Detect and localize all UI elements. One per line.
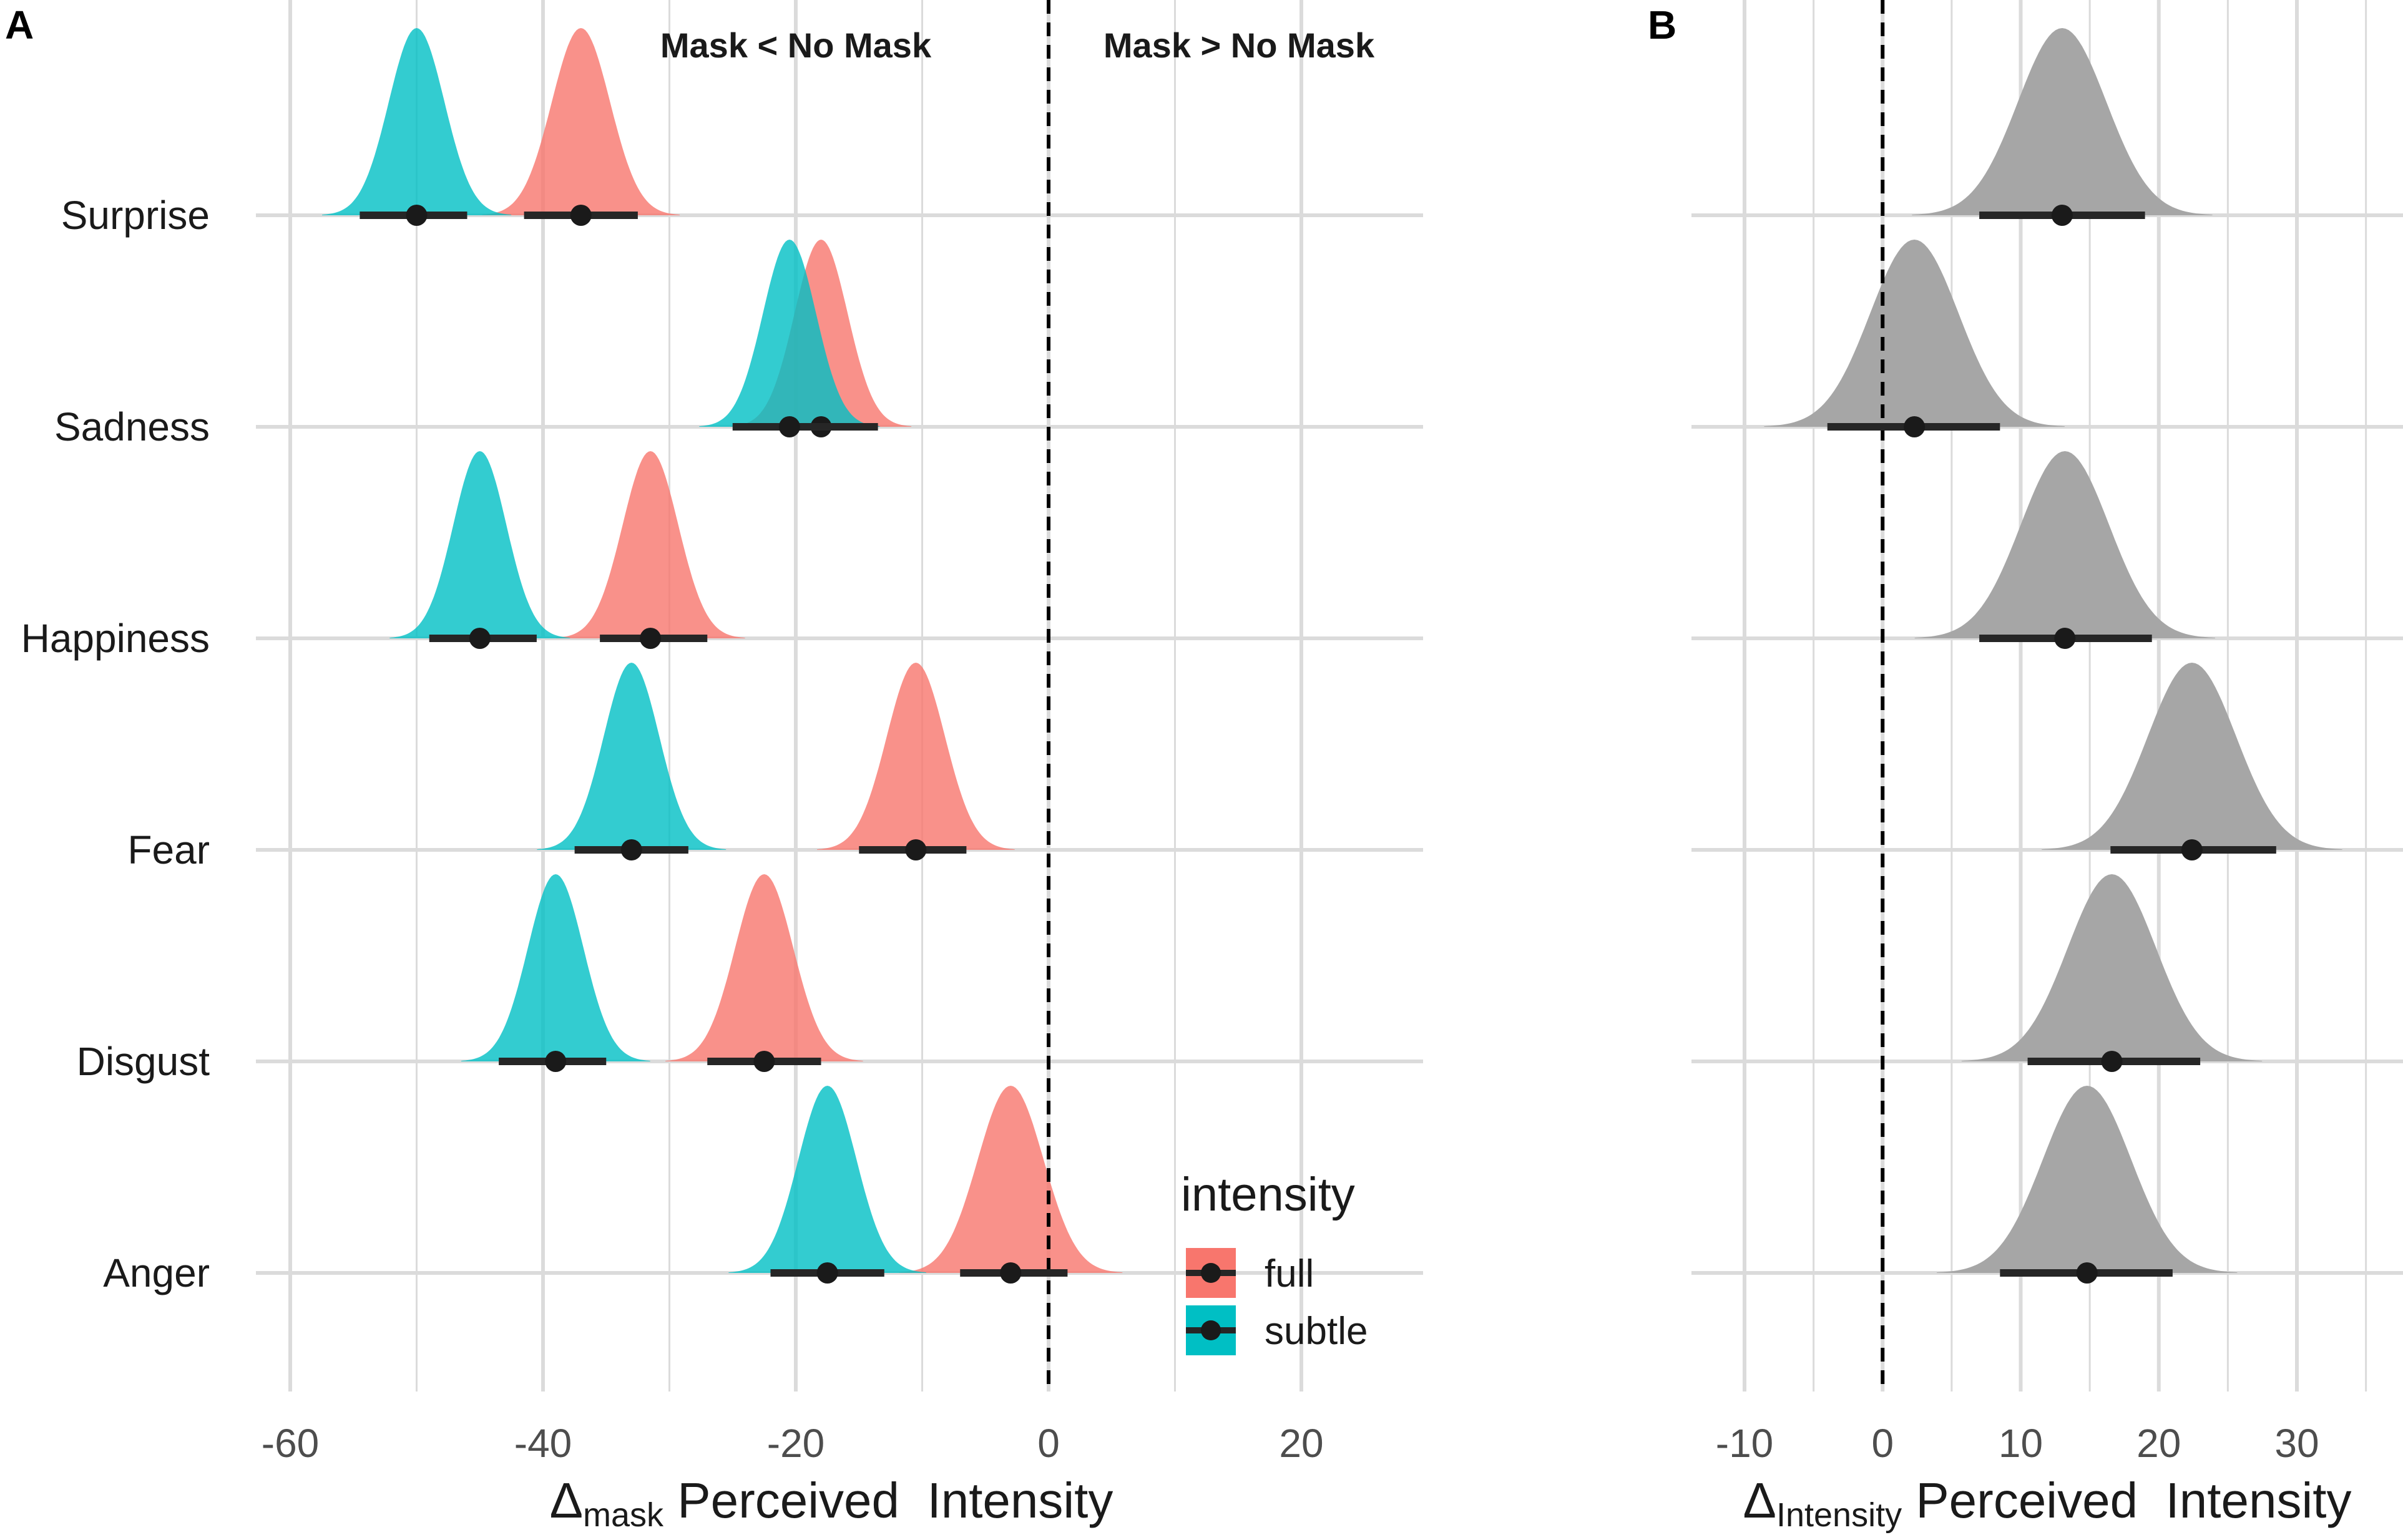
legend: intensity full subtle	[1181, 1168, 1368, 1355]
legend-item-subtle: subtle	[1186, 1305, 1368, 1355]
point-anger-subtle	[816, 1262, 838, 1284]
panel-a-y-labels: Surprise Sadness Happiness Fear Disgust Anger	[21, 193, 210, 1295]
point-happiness-subtle	[469, 628, 491, 649]
x-tick-label-neg60: -60	[262, 1421, 320, 1466]
panel-b-x-axis-title: ΔIntensity Perceived Intensity	[1743, 1473, 2352, 1534]
axis-title-subscript: Intensity	[1776, 1496, 1902, 1534]
point-fear-subtle	[620, 839, 642, 860]
x-tick-label-0: 0	[1871, 1421, 1894, 1466]
ridge-disgust-subtle	[461, 874, 650, 1061]
y-label-surprise: Surprise	[61, 193, 210, 238]
ridge-sadness-difference	[1764, 240, 2065, 427]
point-surprise-difference	[2051, 205, 2073, 226]
panel-a-x-ticks: -60 -40 -20 0 20	[262, 1421, 1324, 1466]
y-label-disgust: Disgust	[77, 1039, 210, 1084]
panel-b-x-ticks: -10 0 10 20 30	[1716, 1421, 2319, 1466]
point-sadness-subtle	[778, 416, 800, 437]
axis-title-text: Perceived Intensity	[663, 1473, 1113, 1528]
ridge-surprise-full	[482, 28, 680, 215]
y-label-anger: Anger	[103, 1250, 210, 1295]
x-tick-label-neg10: -10	[1716, 1421, 1774, 1466]
ridge-happiness-difference	[1914, 451, 2215, 638]
y-label-happiness: Happiness	[21, 616, 210, 661]
annotation-mask-less: Mask < No Mask	[660, 26, 932, 65]
point-surprise-full	[570, 205, 592, 226]
panel-a-label: A	[5, 2, 34, 47]
x-tick-label-20: 20	[2136, 1421, 2181, 1466]
point-happiness-full	[640, 628, 662, 649]
point-disgust-full	[753, 1051, 775, 1072]
x-tick-label-0: 0	[1037, 1421, 1060, 1466]
point-disgust-difference	[2101, 1051, 2123, 1072]
ridge-happiness-full	[555, 451, 745, 638]
x-tick-label-neg40: -40	[514, 1421, 572, 1466]
panel-b-label: B	[1648, 2, 1676, 47]
legend-key-full-dot	[1201, 1263, 1221, 1283]
x-tick-label-30: 30	[2274, 1421, 2319, 1466]
point-anger-difference	[2076, 1262, 2098, 1284]
x-tick-label-10: 10	[1999, 1421, 2043, 1466]
x-tick-label-neg20: -20	[767, 1421, 825, 1466]
axis-title-text: Perceived Intensity	[1902, 1473, 2351, 1528]
point-sadness-difference	[1904, 416, 1926, 437]
legend-label-full: full	[1265, 1252, 1314, 1295]
ridge-anger-full	[899, 1086, 1123, 1273]
panel-a-ridges	[322, 28, 1123, 1273]
axis-title-delta: Δ	[1743, 1473, 1776, 1528]
ridge-disgust-difference	[1961, 874, 2263, 1061]
point-anger-full	[1000, 1262, 1022, 1284]
annotation-mask-greater: Mask > No Mask	[1104, 26, 1375, 65]
legend-title: intensity	[1181, 1168, 1355, 1221]
legend-item-full: full	[1186, 1248, 1314, 1298]
panel-a-x-axis-title: Δmask Perceived Intensity	[550, 1473, 1113, 1534]
legend-key-subtle-dot	[1201, 1320, 1221, 1340]
ridge-fear-difference	[2042, 663, 2342, 850]
ridge-surprise-subtle	[322, 28, 511, 215]
ridge-happiness-subtle	[389, 451, 570, 638]
ridge-anger-subtle	[728, 1086, 926, 1273]
ridge-fear-full	[817, 663, 1015, 850]
y-label-sadness: Sadness	[54, 404, 210, 449]
panel-b-intervals	[1827, 205, 2276, 1284]
ridge-surprise-difference	[1912, 28, 2213, 215]
point-surprise-subtle	[406, 205, 428, 226]
axis-title-subscript: mask	[583, 1496, 664, 1534]
legend-label-subtle: subtle	[1265, 1310, 1368, 1353]
panel-a-intervals	[360, 205, 1068, 1284]
ridge-anger-difference	[1937, 1086, 2238, 1273]
axis-title-delta: Δ	[550, 1473, 583, 1528]
ridge-sadness-subtle	[699, 240, 880, 427]
point-fear-difference	[2181, 839, 2203, 860]
ridge-disgust-full	[665, 874, 863, 1061]
point-disgust-subtle	[545, 1051, 567, 1072]
y-label-fear: Fear	[127, 827, 210, 872]
ridge-sadness-full	[730, 240, 912, 427]
point-fear-full	[905, 839, 927, 860]
ridge-fear-subtle	[537, 663, 727, 850]
x-tick-label-20: 20	[1279, 1421, 1323, 1466]
panel-b-ridges	[1764, 28, 2342, 1273]
point-happiness-difference	[2054, 628, 2076, 649]
